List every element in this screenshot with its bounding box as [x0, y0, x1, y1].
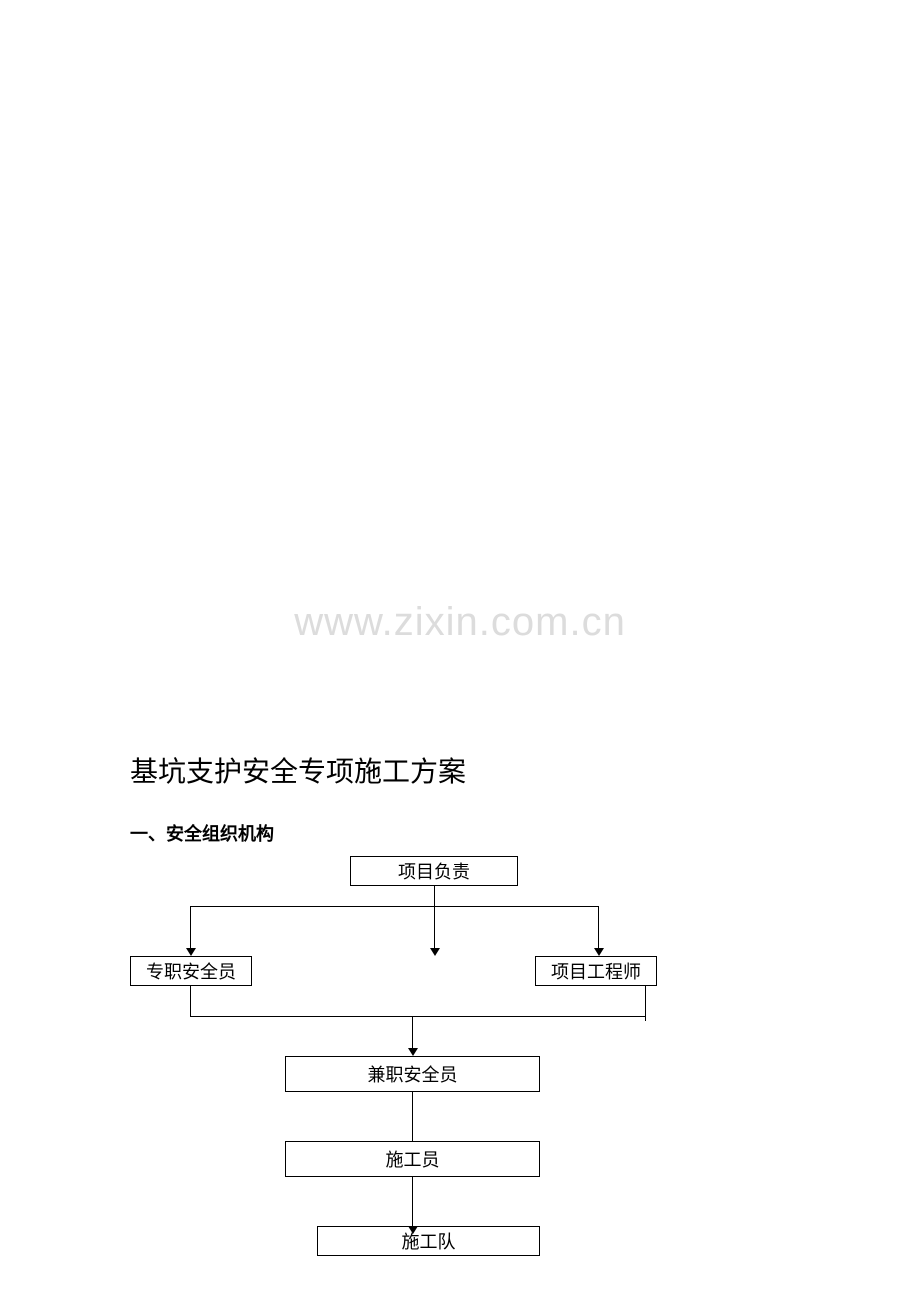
flowchart-vline: [598, 906, 599, 948]
flowchart-node-top: 项目负责: [350, 856, 518, 886]
flowchart-vline: [412, 1177, 413, 1226]
section-title: 一、安全组织机构: [130, 820, 790, 846]
flowchart-node-mid3: 施工队: [317, 1226, 540, 1256]
flowchart-hline: [190, 1016, 645, 1017]
main-title: 基坑支护安全专项施工方案: [130, 750, 790, 790]
flowchart-vline: [190, 986, 191, 1016]
org-flowchart: 项目负责专职安全员 项目工程师兼职安全员施工员施工队: [130, 856, 790, 1276]
flowchart-arrow: [594, 948, 604, 956]
flowchart-arrow: [430, 948, 440, 956]
flowchart-vline: [434, 886, 435, 906]
flowchart-arrow: [408, 1048, 418, 1056]
flowchart-vline: [434, 906, 435, 948]
flowchart-node-mid2: 施工员: [285, 1141, 540, 1177]
flowchart-vline: [412, 1016, 413, 1048]
flowchart-node-mid1: 兼职安全员: [285, 1056, 540, 1092]
flowchart-vline: [412, 1092, 413, 1141]
flowchart-vline: [190, 906, 191, 948]
document-content: 基坑支护安全专项施工方案 一、安全组织机构 项目负责专职安全员 项目工程师兼职安全…: [130, 750, 790, 1276]
flowchart-node-right: 项目工程师: [535, 956, 657, 986]
flowchart-hline: [190, 906, 598, 907]
flowchart-vline: [645, 986, 646, 1021]
watermark-text: www.zixin.com.cn: [294, 600, 626, 645]
flowchart-arrow: [408, 1226, 418, 1234]
flowchart-arrow: [186, 948, 196, 956]
flowchart-node-left: 专职安全员: [130, 956, 252, 986]
